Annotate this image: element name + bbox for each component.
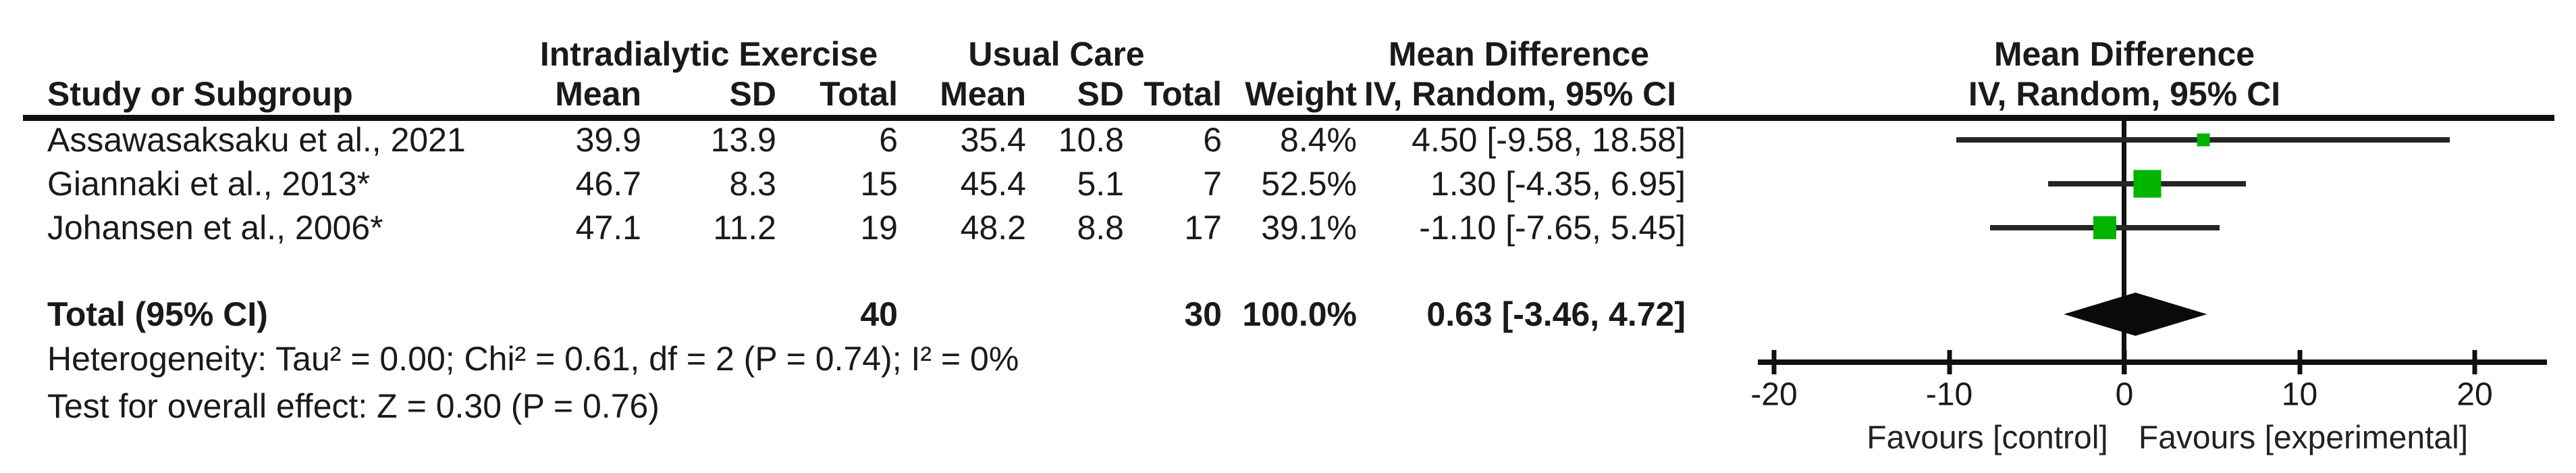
column-header-study: Study or Subgroup	[47, 75, 353, 113]
favours-control-label: Favours [control]	[1867, 420, 2108, 456]
cell-mean1: 46.7	[575, 165, 641, 203]
group-header-usual-care: Usual Care	[968, 35, 1145, 73]
effect-square	[2093, 216, 2117, 239]
effect-square	[2133, 170, 2162, 198]
plot-header-method: IV, Random, 95% CI	[1968, 75, 2281, 113]
axis-tick	[1947, 350, 1952, 374]
plot-header-title: Mean Difference	[1993, 35, 2255, 73]
x-axis-line	[1758, 359, 2547, 365]
axis-tick	[2122, 350, 2127, 374]
cell-total1: 15	[860, 165, 898, 203]
total-exercise-n: 40	[860, 295, 898, 333]
axis-tick-label: -20	[1750, 376, 1798, 413]
axis-tick	[2472, 350, 2477, 374]
axis-tick-label: 0	[2115, 376, 2134, 413]
axis-tick-label: 20	[2457, 376, 2493, 413]
favours-experimental-label: Favours [experimental]	[2138, 420, 2469, 456]
axis-tick-label: 10	[2281, 376, 2318, 413]
cell-weight: 52.5%	[1261, 165, 1357, 203]
cell-total2: 7	[1203, 165, 1222, 203]
study-name: Assawasaksaku et al., 2021	[47, 121, 466, 159]
study-name: Johansen et al., 2006*	[47, 209, 383, 247]
axis-tick	[2297, 350, 2302, 374]
total-weight: 100.0%	[1242, 295, 1357, 333]
cell-sd1: 8.3	[729, 165, 776, 203]
cell-mean1: 47.1	[575, 209, 641, 247]
study-name: Giannaki et al., 2013*	[47, 165, 371, 203]
cell-total1: 19	[860, 209, 898, 247]
axis-tick-label: -10	[1925, 376, 1973, 413]
cell-mean2: 35.4	[960, 121, 1026, 159]
column-header-total-exercise: Total	[820, 75, 898, 113]
cell-sd1: 13.9	[710, 121, 776, 159]
effect-square	[2197, 133, 2210, 147]
cell-sd1: 11.2	[713, 209, 776, 247]
overall-effect-text: Test for overall effect: Z = 0.30 (P = 0…	[47, 387, 660, 425]
cell-sd2: 5.1	[1077, 165, 1124, 203]
effect-column-header-method: IV, Random, 95% CI	[1364, 75, 1677, 113]
cell-mean2: 48.2	[960, 209, 1026, 247]
cell-mean1: 39.9	[575, 121, 641, 159]
cell-ci: 4.50 [-9.58, 18.58]	[1412, 121, 1686, 159]
effect-column-header-title: Mean Difference	[1388, 35, 1650, 73]
cell-sd2: 8.8	[1077, 209, 1124, 247]
cell-mean2: 45.4	[960, 165, 1026, 203]
summary-diamond	[2064, 293, 2207, 336]
zero-line	[2122, 118, 2126, 374]
cell-ci: 1.30 [-4.35, 6.95]	[1430, 165, 1686, 203]
cell-ci: -1.10 [-7.65, 5.45]	[1419, 209, 1686, 247]
cell-weight: 8.4%	[1280, 121, 1357, 159]
total-row-label: Total (95% CI)	[47, 295, 268, 333]
cell-total1: 6	[879, 121, 898, 159]
axis-tick	[1771, 350, 1777, 374]
column-header-mean-exercise: Mean	[555, 75, 641, 113]
cell-total2: 6	[1203, 121, 1222, 159]
column-header-mean-control: Mean	[940, 75, 1026, 113]
column-header-sd-control: SD	[1077, 75, 1124, 113]
cell-total2: 17	[1184, 209, 1222, 247]
column-header-total-control: Total	[1144, 75, 1222, 113]
total-control-n: 30	[1184, 295, 1222, 333]
total-ci-text: 0.63 [-3.46, 4.72]	[1426, 295, 1686, 333]
column-header-weight: Weight	[1245, 75, 1357, 113]
cell-weight: 39.1%	[1261, 209, 1357, 247]
header-rule	[23, 115, 2554, 121]
group-header-exercise: Intradialytic Exercise	[539, 35, 878, 73]
cell-sd2: 10.8	[1058, 121, 1124, 159]
column-header-sd-exercise: SD	[729, 75, 776, 113]
heterogeneity-text: Heterogeneity: Tau² = 0.00; Chi² = 0.61,…	[47, 340, 1019, 378]
